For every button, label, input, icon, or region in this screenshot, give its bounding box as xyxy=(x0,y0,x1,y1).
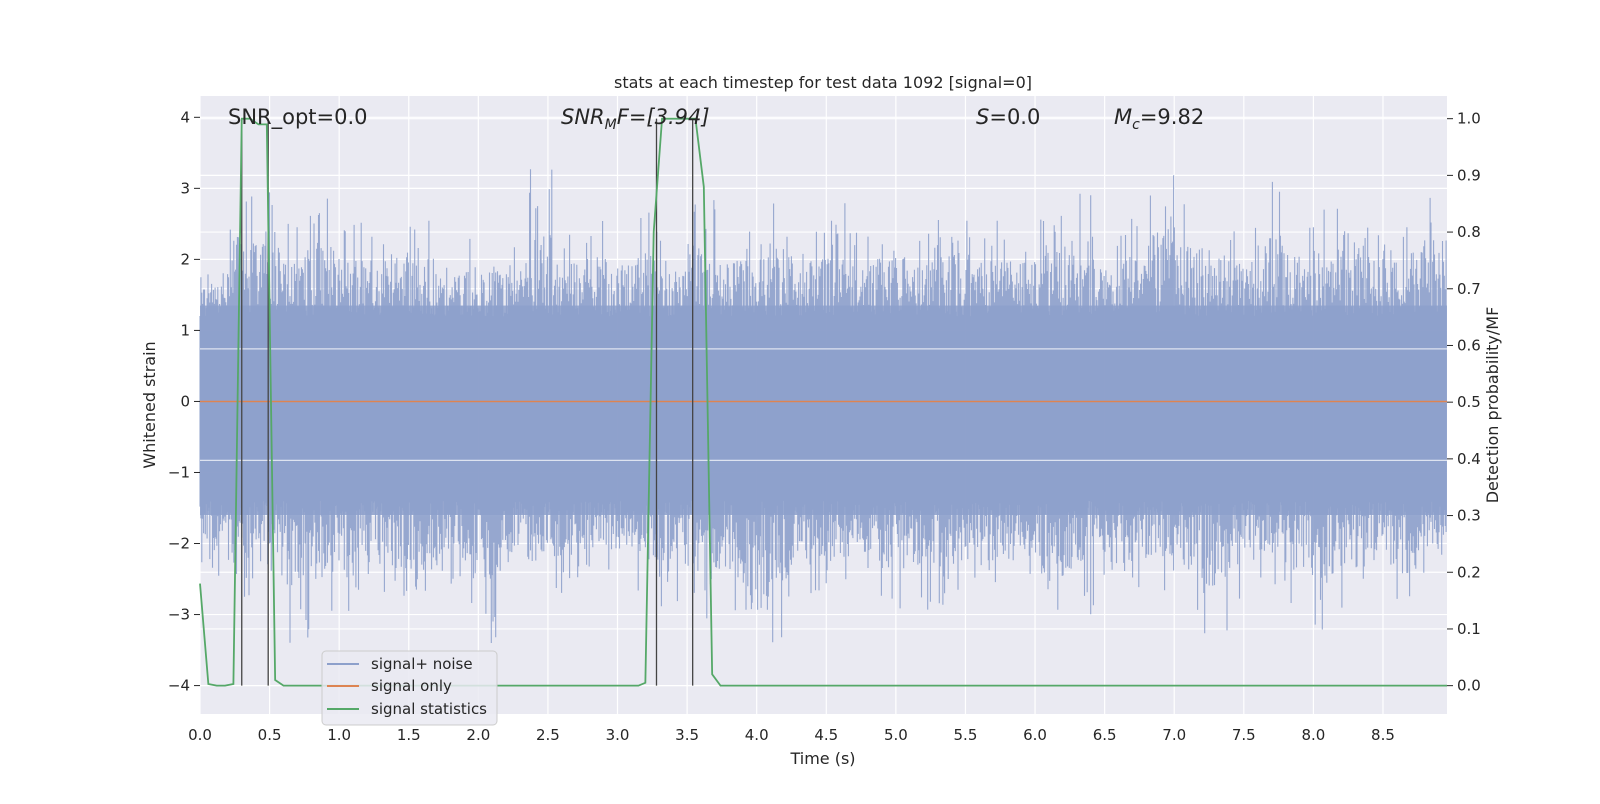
x-tick-label: 2.0 xyxy=(466,726,490,744)
y-right-tick-label: 0.1 xyxy=(1457,620,1481,638)
x-tick-label: 0.5 xyxy=(258,726,282,744)
annotation-mc: Mc=9.82 xyxy=(1114,105,1204,133)
y-right-tick-label: 1.0 xyxy=(1457,110,1481,128)
y-tick-label: 4 xyxy=(180,108,190,126)
x-tick-label: 4.0 xyxy=(745,726,769,744)
y-axis-label: Whitened strain xyxy=(140,341,159,468)
y-right-tick-label: 0.7 xyxy=(1457,280,1481,298)
noise-trace xyxy=(199,169,1447,643)
legend-label-signal-only: signal only xyxy=(371,677,452,695)
y-right-tick-label: 0.2 xyxy=(1457,563,1481,581)
y-axis-ticks: 4 3 2 1 0 −1 −2 −3 −4 xyxy=(168,108,200,695)
x-tick-label: 6.5 xyxy=(1093,726,1117,744)
y-tick-label: 1 xyxy=(180,321,190,339)
x-tick-label: 8.5 xyxy=(1371,726,1395,744)
x-axis-label: Time (s) xyxy=(789,749,855,768)
annotation-snr-mf-rest: F=[3.94] xyxy=(617,105,710,129)
y-tick-label: −2 xyxy=(168,535,190,553)
x-tick-label: 7.5 xyxy=(1232,726,1256,744)
y-tick-label: −4 xyxy=(168,677,190,695)
x-tick-label: 4.5 xyxy=(814,726,838,744)
y-right-tick-label: 0.5 xyxy=(1457,393,1481,411)
x-axis-ticks: 0.0 0.5 1.0 1.5 2.0 2.5 3.0 3.5 4.0 4.5 5.0 5.5 6.0 6… xyxy=(188,726,1395,744)
y-right-tick-label: 0.8 xyxy=(1457,223,1481,241)
x-tick-label: 8.0 xyxy=(1301,726,1325,744)
annotation-snr-opt: SNR_opt=0.0 xyxy=(228,105,368,130)
y-right-tick-label: 0.9 xyxy=(1457,166,1481,184)
annotation-mc-sub: c xyxy=(1132,117,1140,133)
signal-statistics-line xyxy=(199,117,1447,687)
y-tick-label: 3 xyxy=(180,179,190,197)
y-right-axis-ticks: 1.0 0.9 0.8 0.7 0.6 0.5 0.4 0.3 0.2 0.1 0.0 xyxy=(1447,110,1481,695)
y-right-tick-label: 0.4 xyxy=(1457,450,1481,468)
legend-label-signal-statistics: signal statistics xyxy=(371,700,487,718)
y-tick-label: −3 xyxy=(168,606,190,624)
annotation-s-main: S xyxy=(976,105,989,129)
x-tick-label: 7.0 xyxy=(1162,726,1186,744)
annotation-mc-rest: =9.82 xyxy=(1140,105,1204,129)
legend: signal+ noise signal only signal statist… xyxy=(321,650,498,726)
x-tick-label: 5.0 xyxy=(884,726,908,744)
annotation-s: S=0.0 xyxy=(976,105,1040,129)
y-right-axis-label: Detection probability/MF xyxy=(1483,307,1502,504)
y-tick-label: 2 xyxy=(180,250,190,268)
legend-box xyxy=(321,650,498,726)
y-right-tick-label: 0.6 xyxy=(1457,336,1481,354)
y-right-tick-label: 0.3 xyxy=(1457,507,1481,525)
x-tick-label: 3.5 xyxy=(675,726,699,744)
annotation-s-rest: =0.0 xyxy=(989,105,1040,129)
x-tick-label: 6.0 xyxy=(1023,726,1047,744)
annotation-snr-mf: SNRMF=[3.94] xyxy=(561,105,710,133)
x-tick-label: 0.0 xyxy=(188,726,212,744)
x-tick-label: 1.0 xyxy=(327,726,351,744)
annotation-mc-main: M xyxy=(1114,105,1132,129)
x-tick-label: 2.5 xyxy=(536,726,560,744)
annotation-snr-mf-sub: M xyxy=(605,117,617,133)
x-tick-label: 1.5 xyxy=(397,726,421,744)
legend-label-signal-noise: signal+ noise xyxy=(371,655,473,673)
x-tick-label: 3.0 xyxy=(606,726,630,744)
y-tick-label: 0 xyxy=(180,392,190,410)
series-signal-statistics xyxy=(199,117,1447,687)
series-signal-noise xyxy=(199,169,1447,643)
chart-title: stats at each timestep for test data 109… xyxy=(614,73,1032,92)
x-tick-label: 5.5 xyxy=(954,726,978,744)
y-right-tick-label: 0.0 xyxy=(1457,677,1481,695)
annotation-snr-mf-main: SNR xyxy=(561,105,605,129)
y-tick-label: −1 xyxy=(168,463,190,481)
